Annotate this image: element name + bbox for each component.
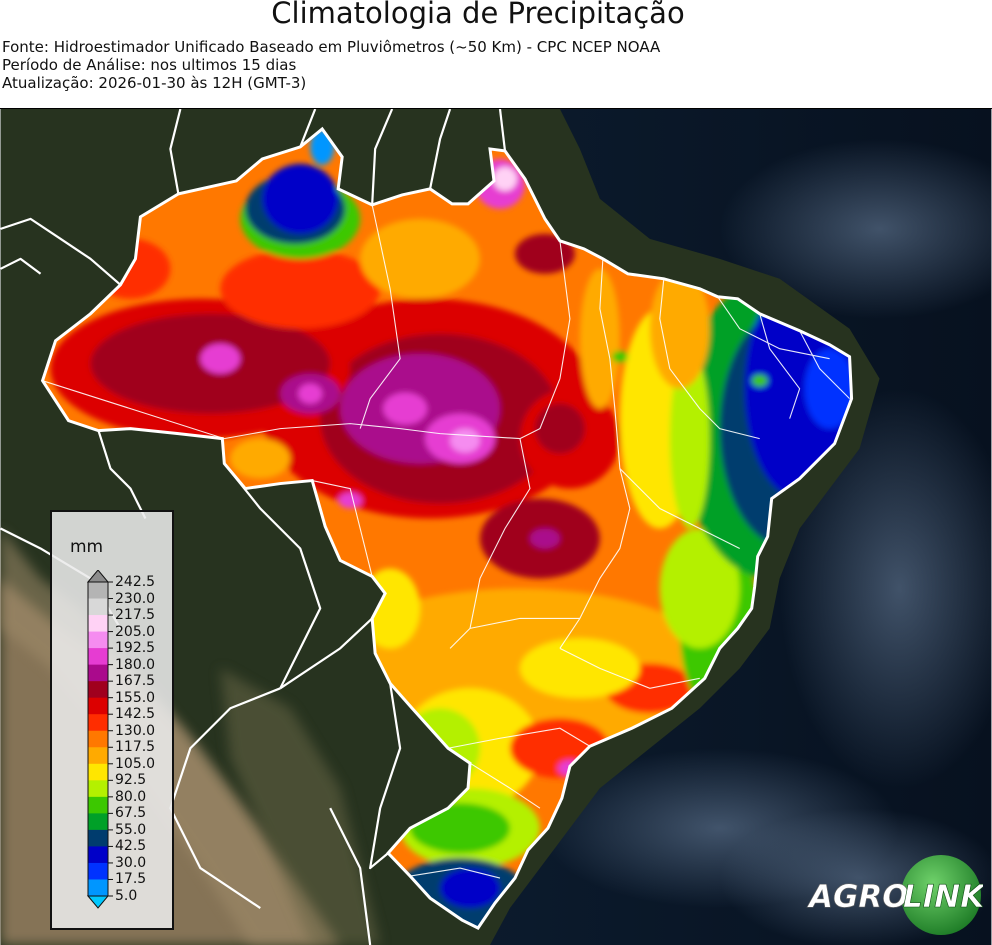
- legend-swatch: [88, 846, 108, 864]
- map-title: Climatologia de Precipitação: [271, 0, 685, 30]
- legend-swatch: [88, 747, 108, 765]
- legend-swatch: [88, 862, 108, 880]
- legend-swatch: [88, 730, 108, 748]
- legend-swatch: [88, 714, 108, 732]
- legend-bar-frame: [87, 581, 109, 897]
- legend-value-label: 105.0: [115, 755, 156, 772]
- legend-value-label: 217.5: [115, 607, 156, 624]
- legend-value-label: 92.5: [115, 772, 147, 789]
- svg-text:LINK: LINK: [903, 879, 983, 915]
- legend-value-label: 5.0: [115, 888, 138, 904]
- legend-swatch: [88, 780, 108, 798]
- legend-value-label: 17.5: [115, 871, 147, 888]
- legend-swatch: [88, 598, 108, 616]
- legend-unit-label: mm: [70, 537, 104, 557]
- legend-panel: [50, 510, 174, 930]
- legend-swatch: [88, 582, 108, 600]
- legend-value-label: 180.0: [115, 656, 156, 673]
- legend-max-arrow: [86, 570, 110, 583]
- legend-swatch: [88, 697, 108, 715]
- source-line: Fonte: Hidroestimador Unificado Baseado …: [2, 38, 661, 56]
- legend-value-label: 242.5: [115, 574, 156, 590]
- legend-value-label: 42.5: [115, 838, 147, 855]
- legend-value-label: 117.5: [115, 739, 156, 756]
- color-scale-bar: [86, 570, 113, 909]
- legend-value-label: 80.0: [115, 788, 147, 805]
- period-line: Período de Análise: nos ultimos 15 dias: [2, 56, 297, 74]
- legend-swatch: [88, 813, 108, 831]
- svg-text:AGRO: AGRO: [806, 879, 909, 915]
- agrolink-logo: AGRO LINK: [806, 855, 983, 935]
- legend-value-label: 155.0: [115, 689, 156, 706]
- legend-swatch: [88, 763, 108, 781]
- legend-swatch: [88, 648, 108, 666]
- updated-line: Atualização: 2026-01-30 às 12H (GMT-3): [2, 74, 307, 92]
- legend-value-label: 130.0: [115, 722, 156, 739]
- legend-value-label: 142.5: [115, 706, 156, 723]
- legend-value-label: 55.0: [115, 821, 147, 838]
- legend-swatch: [88, 681, 108, 699]
- legend-value-label: 192.5: [115, 640, 156, 657]
- legend-min-arrow: [86, 895, 110, 909]
- legend-swatch: [88, 796, 108, 814]
- legend-swatch: [88, 664, 108, 682]
- legend-swatch: [88, 829, 108, 847]
- legend-swatch: [88, 615, 108, 633]
- legend-value-label: 230.0: [115, 590, 156, 607]
- legend-swatch: [88, 879, 108, 897]
- legend-value-label: 167.5: [115, 673, 156, 690]
- legend-value-label: 30.0: [115, 854, 147, 871]
- legend-swatch: [88, 631, 108, 649]
- legend-value-label: 205.0: [115, 623, 156, 640]
- legend-value-label: 67.5: [115, 805, 147, 822]
